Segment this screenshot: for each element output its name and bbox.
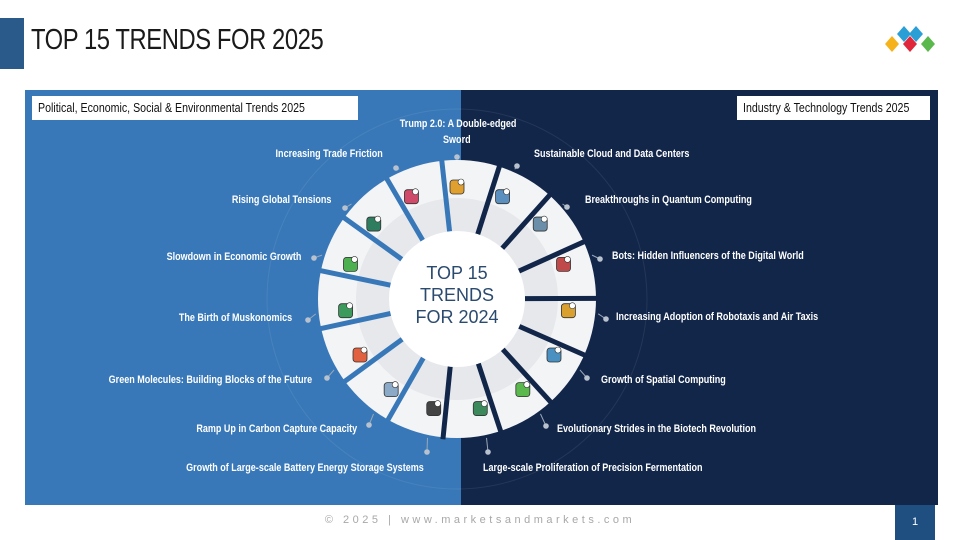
trend-label: Rising Global Tensions — [231, 194, 331, 206]
connector-dot — [424, 449, 430, 455]
connector-dot — [584, 375, 590, 381]
connector-dot — [564, 204, 570, 210]
trade-slope-icon — [404, 188, 419, 205]
segment-divider — [440, 366, 453, 440]
center-circle — [389, 231, 525, 367]
bot-network-icon — [556, 256, 571, 272]
segment-divider — [518, 324, 588, 359]
page-number: 1 — [895, 505, 935, 540]
connector-dot — [603, 316, 609, 322]
trend-label: Trump 2.0: A Double-edged Sword — [399, 118, 517, 146]
center-title-line: TOP 15 — [426, 263, 487, 283]
center-title-line: FOR 2024 — [415, 307, 498, 327]
trend-label: Increasing Adoption of Robotaxis and Air… — [616, 311, 819, 323]
flask-gear-icon — [515, 381, 531, 398]
company-logo — [885, 26, 935, 52]
guide-ring — [266, 108, 648, 490]
co2-cloud-icon — [383, 381, 399, 398]
trend-label: Bots: Hidden Influencers of the Digital … — [612, 250, 804, 262]
trend-label: Evolutionary Strides in the Biotech Revo… — [557, 423, 756, 435]
molecule-icon — [352, 346, 368, 363]
connector-dot — [311, 255, 317, 261]
connector-dot — [324, 375, 330, 381]
globe-rocket-icon — [338, 302, 354, 319]
connector-dot — [305, 317, 311, 323]
quantum-computer-icon — [532, 215, 548, 232]
segment-divider — [341, 214, 404, 262]
connector-dot — [454, 154, 460, 160]
battery-icon — [426, 400, 442, 416]
segment-divider — [383, 175, 425, 242]
trend-label: Green Molecules: Building Blocks of the … — [108, 374, 312, 386]
segment-divider — [384, 356, 426, 423]
segment-divider — [439, 158, 453, 232]
growth-chart-icon — [343, 256, 358, 272]
footer-copyright: © 2025 | www.marketsandmarkets.com — [324, 514, 636, 526]
segment-divider — [341, 337, 404, 385]
segment-divider — [475, 362, 504, 434]
trend-label: Large-scale Proliferation of Precision F… — [483, 462, 703, 474]
trend-label: Growth of Spatial Computing — [601, 374, 726, 386]
connector-dot — [393, 165, 399, 171]
segment-divider — [318, 311, 392, 332]
connector-dot — [485, 449, 491, 455]
connector-dot — [366, 422, 372, 428]
globe-conflict-icon — [366, 215, 382, 232]
trend-label: Growth of Large-scale Battery Energy Sto… — [186, 462, 424, 474]
ballot-box-icon — [449, 178, 465, 195]
segment-divider — [500, 347, 554, 406]
page-title: TOP 15 TRENDS FOR 2025 — [31, 24, 324, 56]
air-taxi-icon — [560, 302, 576, 319]
trend-label: Breakthroughs in Quantum Computing — [585, 194, 752, 206]
trend-label: Slowdown in Economic Growth — [166, 251, 301, 263]
title-accent-bar — [0, 18, 24, 69]
connector-dot — [597, 256, 603, 262]
segment-divider — [517, 238, 587, 274]
trend-label: Sustainable Cloud and Data Centers — [534, 148, 690, 160]
trend-label: The Birth of Muskonomics — [178, 312, 292, 324]
connector-dot — [543, 423, 549, 429]
segment-divider — [318, 267, 391, 288]
segment-divider — [475, 163, 503, 235]
cloud-server-icon — [495, 188, 510, 205]
right-panel-header: Industry & Technology Trends 2025 — [737, 96, 930, 120]
left-panel-header: Political, Economic, Social & Environmen… — [32, 96, 359, 120]
vr-headset-icon — [546, 346, 562, 363]
bioreactor-icon — [472, 400, 488, 416]
center-title-line: TRENDS — [420, 285, 494, 305]
segment-divider — [500, 192, 553, 250]
trend-label: Increasing Trade Friction — [275, 148, 383, 160]
trend-label: Ramp Up in Carbon Capture Capacity — [196, 423, 357, 435]
connector-dot — [342, 205, 348, 211]
connector-dot — [514, 163, 520, 169]
